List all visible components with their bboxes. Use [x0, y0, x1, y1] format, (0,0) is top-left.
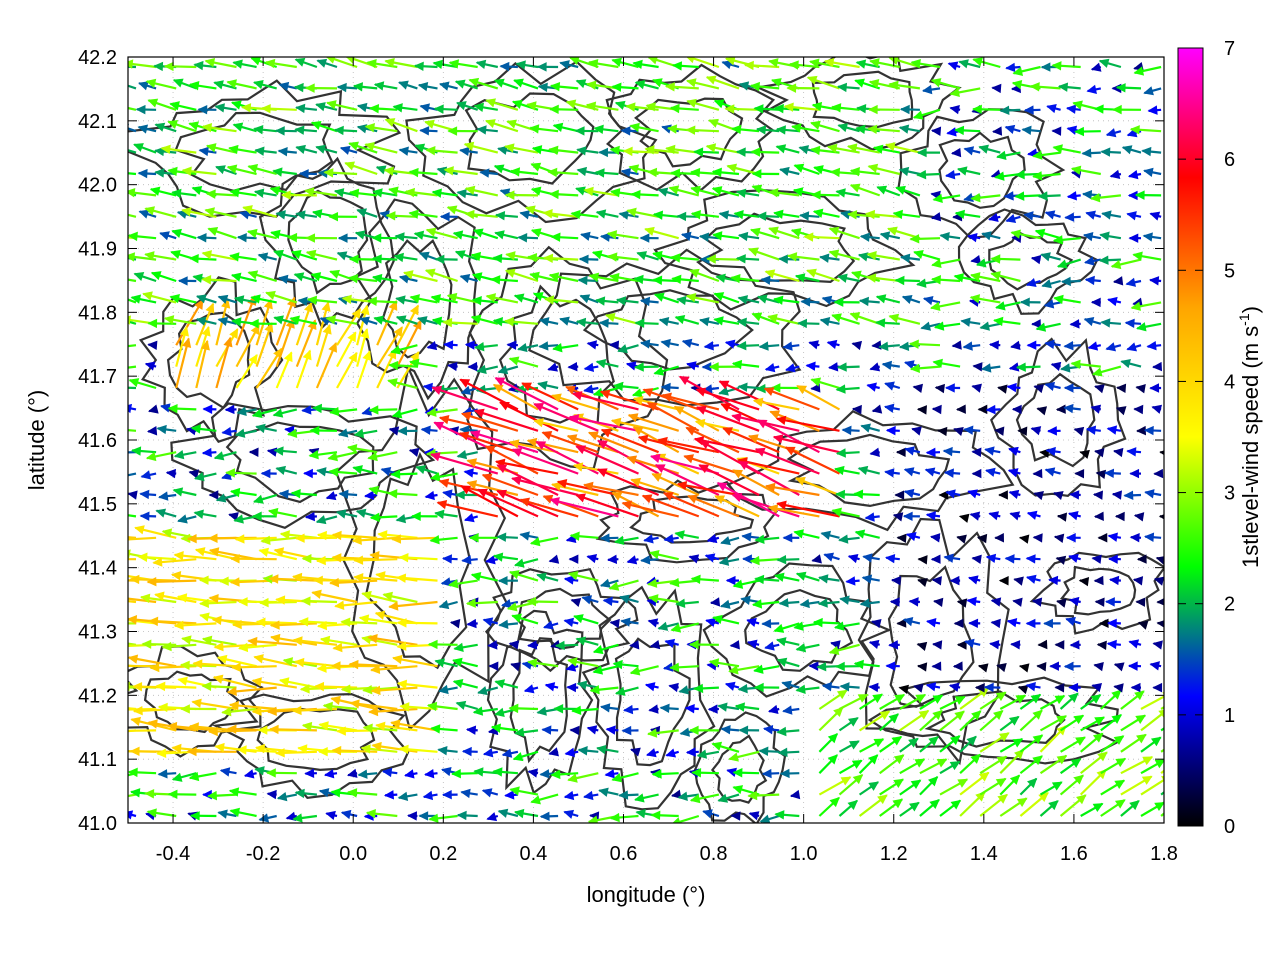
chart-svg: -0.4-0.20.00.20.40.60.81.01.21.41.61.841…: [0, 0, 1280, 960]
wind-vector-chart: -0.4-0.20.00.20.40.60.81.01.21.41.61.841…: [0, 0, 1280, 960]
